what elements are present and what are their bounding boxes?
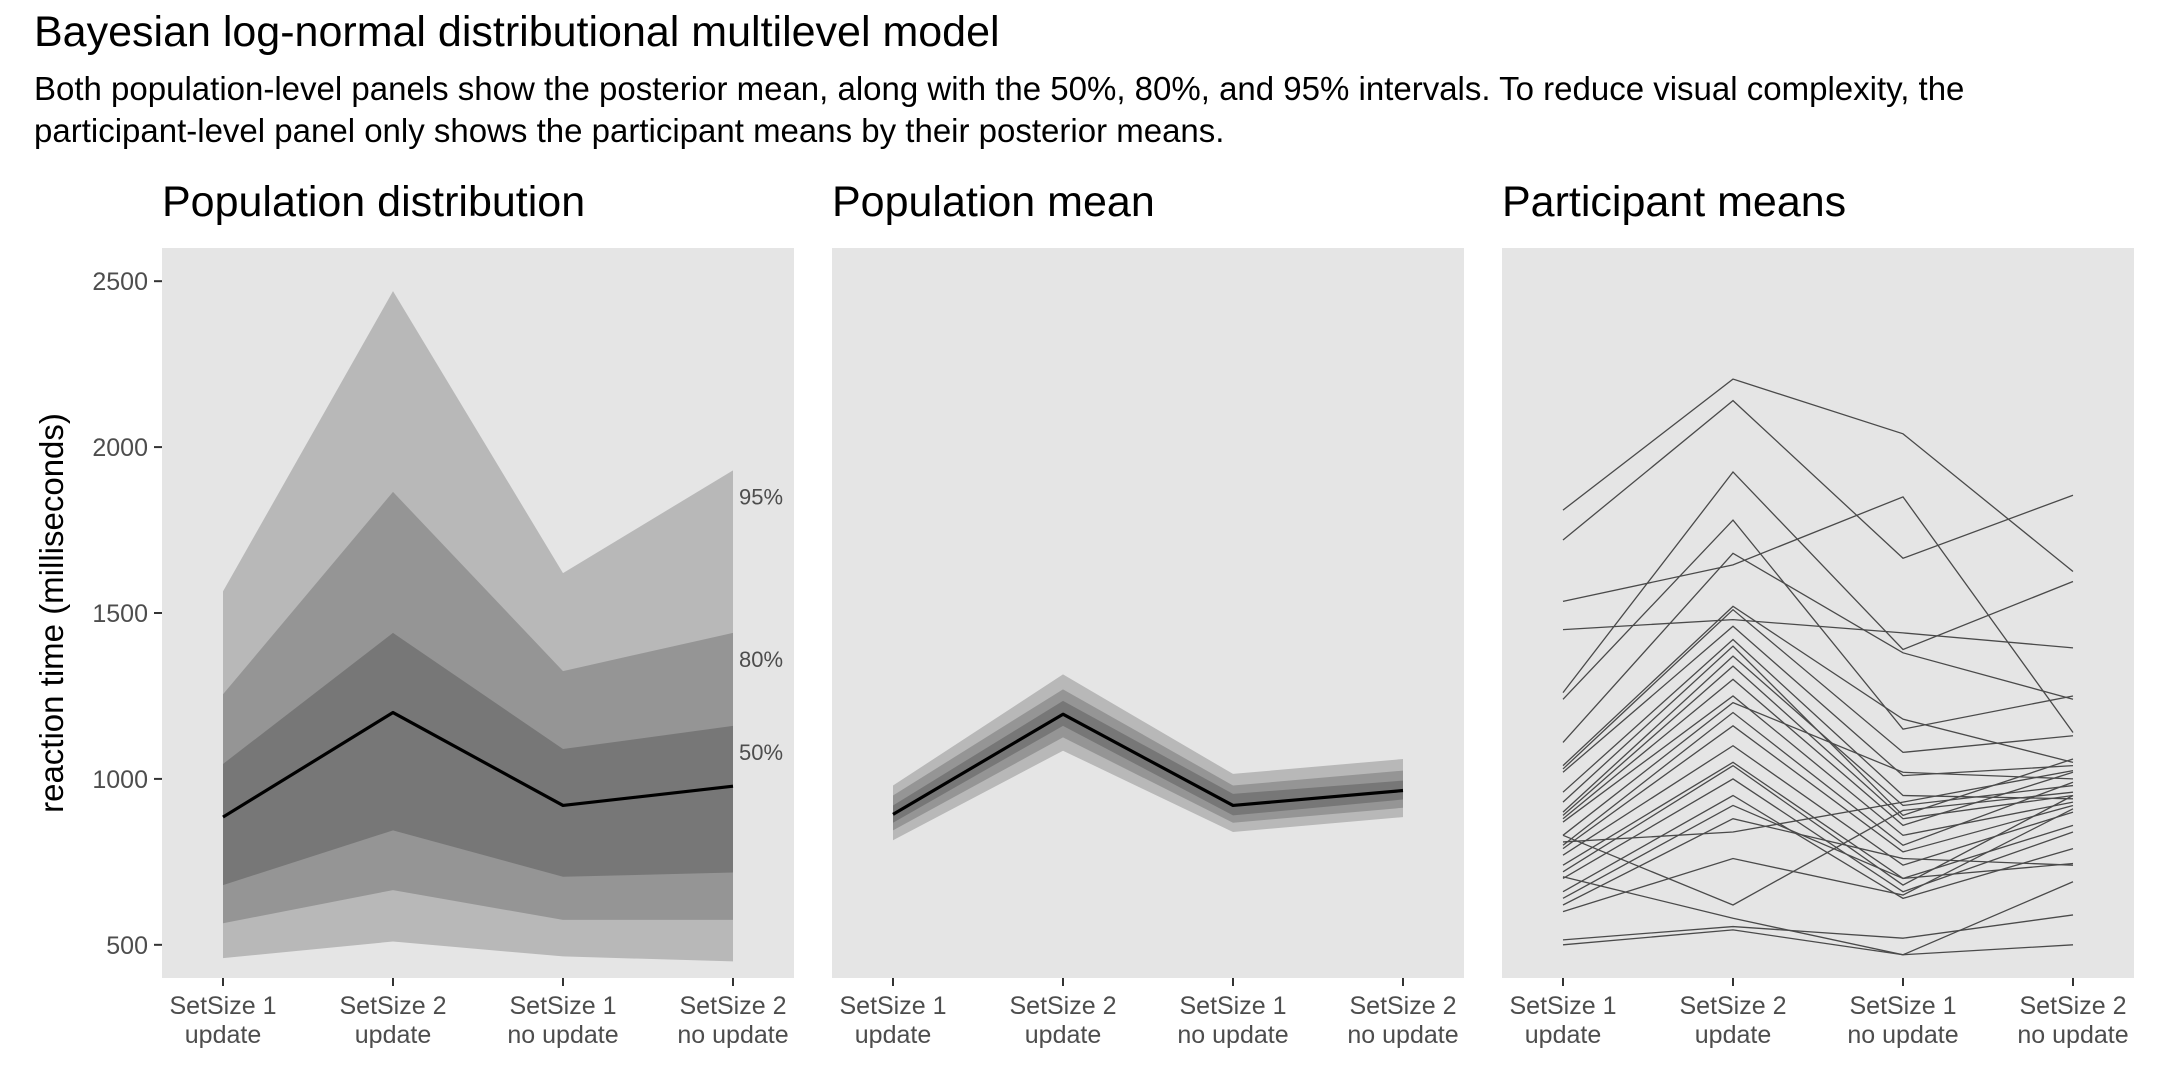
participant-line-19	[1562, 725, 2074, 853]
mean-line-mean	[892, 712, 1404, 816]
mean-line-distribution	[222, 710, 734, 819]
participant-line-28	[1562, 769, 2074, 843]
x-tick-label-mean-1: SetSize 1 update	[839, 992, 946, 1049]
y-axis-label: reaction time (milliseconds)	[33, 413, 70, 813]
x-tick-label-participants-4: SetSize 2 no update	[2017, 992, 2128, 1049]
participant-line-22	[1562, 764, 2074, 886]
participant-line-26	[1562, 818, 2074, 906]
participant-line-17	[1562, 701, 2074, 836]
band-label-95: 95%	[739, 484, 783, 509]
x-tick-label-distribution-4: SetSize 2 no update	[677, 992, 788, 1049]
participant-line-15	[1562, 678, 2074, 827]
participant-line-11	[1562, 638, 2074, 800]
x-tick-label-distribution-3: SetSize 1 no update	[507, 992, 618, 1049]
x-tick-label-mean-2: SetSize 2 update	[1009, 992, 1116, 1049]
participant-line-2	[1562, 399, 2074, 559]
participant-line-7	[1562, 552, 2074, 743]
y-tick-label-1500: 1500	[92, 600, 148, 628]
x-tick-label-distribution-2: SetSize 2 update	[339, 992, 446, 1049]
band-label-50: 50%	[739, 740, 783, 765]
participant-line-10	[1562, 625, 2074, 777]
band-50-mean	[893, 700, 1403, 823]
participant-line-24	[1562, 794, 2074, 900]
x-tick-label-distribution-1: SetSize 1 update	[169, 992, 276, 1049]
y-tick-label-2500: 2500	[92, 268, 148, 296]
x-tick-label-mean-4: SetSize 2 no update	[1347, 992, 1458, 1049]
panel-title-distribution: Population distribution	[162, 178, 586, 226]
participant-line-25	[1562, 804, 2074, 899]
chart-title: Bayesian log-normal distributional multi…	[34, 8, 1000, 56]
x-tick-label-participants-3: SetSize 1 no update	[1847, 992, 1958, 1049]
x-tick-label-participants-1: SetSize 1 update	[1509, 992, 1616, 1049]
participant-line-32	[1562, 929, 2074, 956]
panel-title-participants: Participant means	[1502, 178, 1847, 226]
participant-line-13	[1562, 655, 2074, 813]
participant-line-27	[1562, 808, 2074, 913]
panel-background-participants	[1502, 248, 2134, 978]
y-tick-label-2000: 2000	[92, 434, 148, 462]
participant-line-8	[1562, 605, 2074, 767]
x-tick-label-participants-2: SetSize 2 update	[1679, 992, 1786, 1049]
chart-subtitle: Both population-level panels show the po…	[34, 70, 1965, 149]
panel-background-mean	[832, 248, 1464, 978]
participant-line-5	[1562, 470, 2074, 694]
participant-line-30	[1562, 876, 2074, 956]
participant-line-18	[1562, 711, 2074, 847]
participant-line-16	[1562, 695, 2074, 837]
x-tick-label-mean-3: SetSize 1 no update	[1177, 992, 1288, 1049]
y-tick-label-500: 500	[106, 932, 148, 960]
band-label-80: 80%	[739, 647, 783, 672]
y-tick-label-1000: 1000	[92, 766, 148, 794]
participant-line-14	[1562, 665, 2074, 820]
participant-line-20	[1562, 744, 2074, 866]
participant-line-9	[1562, 608, 2074, 770]
participant-line-1	[1562, 378, 2074, 573]
panel-title-mean: Population mean	[832, 178, 1155, 226]
participant-line-29	[1562, 791, 2074, 906]
participant-line-4	[1562, 618, 2074, 649]
participant-line-31	[1562, 914, 2074, 941]
participant-line-6	[1562, 519, 2074, 730]
